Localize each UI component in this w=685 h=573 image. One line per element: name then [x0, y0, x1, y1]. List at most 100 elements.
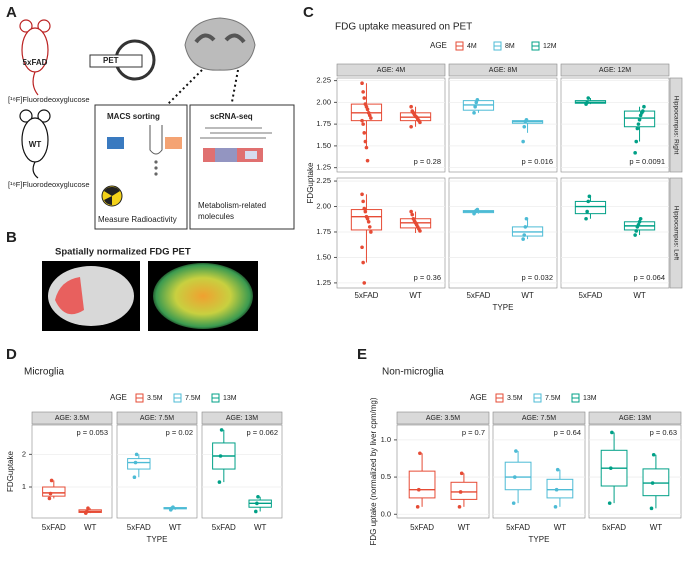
p-value: p = 0.053 [77, 428, 109, 437]
point [133, 460, 138, 465]
x-tick-label: 5xFAD [466, 291, 490, 300]
point [634, 229, 639, 233]
y-tick-label: 1.25 [316, 278, 331, 287]
point [651, 452, 656, 457]
y-tick-label: 2 [22, 449, 26, 458]
facet-label: AGE: 7.5M [140, 415, 174, 422]
point [458, 490, 463, 494]
point [410, 212, 415, 217]
legend-label: 12M [543, 43, 557, 50]
point [649, 506, 654, 511]
p-value: p = 0.63 [650, 428, 677, 437]
tracer-label: [¹⁸F]Fluorodeoxyglucose [8, 180, 90, 189]
facet-label: AGE: 8M [489, 67, 518, 74]
point [511, 501, 516, 505]
point [523, 225, 528, 229]
row-label: Hippocampus: Right [672, 96, 679, 155]
legend-title: AGE [110, 393, 127, 402]
point [366, 219, 371, 224]
point [521, 139, 525, 144]
facet-strip [448, 63, 558, 77]
panel [336, 77, 446, 173]
panel [31, 424, 113, 519]
point [586, 96, 591, 100]
point [367, 225, 372, 229]
point [522, 124, 527, 129]
x-tick-label: 5xFAD [578, 291, 602, 300]
point [218, 454, 223, 458]
scrna-title: scRNA-seq [210, 112, 253, 121]
scrna-box [189, 104, 295, 230]
facet-label: AGE: 13M [226, 415, 258, 422]
p-value: p = 0.7 [462, 428, 485, 437]
p-value: p = 0.64 [554, 428, 581, 437]
facet-label: AGE: 12M [599, 67, 631, 74]
pet-image [42, 261, 258, 331]
chart-title: Microglia [24, 367, 64, 378]
point [361, 199, 365, 204]
facet-label: AGE: 3.5M [55, 415, 89, 422]
point [361, 260, 365, 265]
mouse-label: 5xFAD [23, 58, 48, 67]
y-tick-label: 1.75 [316, 227, 331, 236]
y-tick-label: 1 [22, 482, 26, 491]
point [369, 116, 373, 120]
point [362, 281, 367, 285]
point [554, 487, 559, 492]
y-tick-label: 1.50 [316, 252, 331, 261]
point [524, 216, 529, 221]
p-value: p = 0.02 [166, 428, 193, 437]
point [457, 505, 462, 509]
point [475, 207, 480, 212]
facet-label: AGE: 3.5M [426, 415, 460, 422]
macs-box [94, 104, 188, 230]
x-tick-label: WT [650, 523, 663, 532]
y-tick-label: 2.25 [316, 76, 331, 85]
point [587, 194, 592, 199]
x-tick-label: WT [554, 523, 567, 532]
pet-label: PET [103, 56, 119, 65]
facet-strip [31, 411, 113, 425]
x-tick-label: WT [169, 523, 182, 532]
p-value: p = 0.0091 [629, 157, 665, 166]
x-axis-title: TYPE [493, 303, 514, 312]
x-tick-label: 5xFAD [212, 523, 236, 532]
point [253, 509, 258, 514]
point [409, 104, 413, 109]
box [642, 468, 670, 497]
facet-strip [560, 63, 670, 77]
panel [560, 177, 670, 289]
point [255, 501, 259, 506]
point [634, 139, 639, 144]
x-tick-label: 5xFAD [506, 523, 530, 532]
point [586, 199, 591, 204]
legend-label: 13M [223, 395, 237, 402]
box [546, 478, 574, 499]
legend-title: AGE [430, 41, 447, 50]
p-value: p = 0.064 [634, 273, 666, 282]
panel-label: B [6, 229, 17, 246]
point [607, 501, 612, 505]
arrow [161, 69, 239, 111]
p-value: p = 0.016 [522, 157, 554, 166]
y-tick-label: 2.25 [316, 176, 331, 185]
y-axis-title: FDGuptake [6, 450, 15, 491]
point [635, 126, 640, 131]
point [362, 131, 367, 135]
point [361, 90, 365, 94]
point [256, 494, 260, 499]
p-value: p = 0.062 [247, 428, 279, 437]
point [459, 471, 464, 476]
point [134, 452, 139, 457]
point [472, 111, 476, 115]
y-tick-label: 0.5 [381, 472, 391, 481]
box [127, 458, 151, 470]
point [369, 230, 373, 234]
tracer-label: [¹⁸F]Fluorodeoxyglucose [8, 95, 90, 104]
legend-label: 8M [505, 43, 515, 50]
legend-title: AGE [470, 393, 487, 402]
legend-label: 13M [583, 395, 597, 402]
mouse-label: WT [29, 140, 42, 149]
legend-label: 4M [467, 43, 477, 50]
pet-scanner [89, 39, 156, 81]
